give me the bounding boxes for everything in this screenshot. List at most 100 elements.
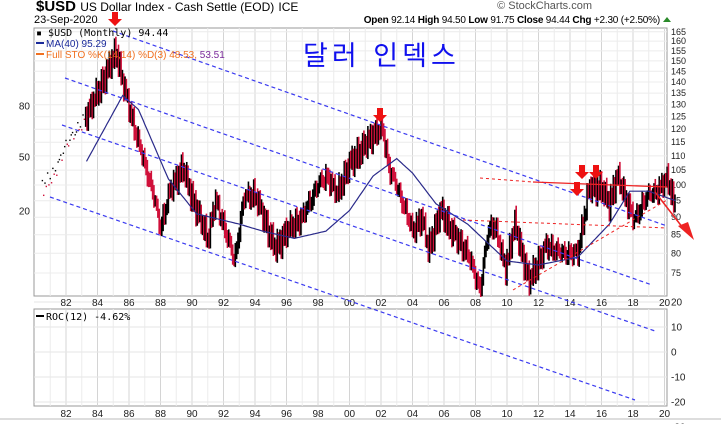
- price-dot: [48, 184, 50, 186]
- symbol-header: $USD US Dollar Index - Cash Settle (EOD)…: [36, 0, 298, 14]
- x-tick-label: 06: [438, 298, 450, 309]
- y-tick-label: 125: [671, 112, 686, 122]
- down-arrow-icon: [575, 165, 589, 179]
- roc-x-tick-label: 84: [92, 409, 104, 420]
- price-dot: [75, 131, 78, 133]
- forecast-arrowhead-icon: [678, 222, 694, 240]
- legend-roc-text: ROC(12) -4.62%: [46, 312, 131, 323]
- price-dot: [58, 158, 61, 161]
- price-bars: [41, 36, 676, 298]
- chart-date: 23-Sep-2020: [34, 14, 98, 26]
- price-dot: [67, 145, 70, 147]
- roc-tick-label: 0: [671, 348, 677, 359]
- left-tick-label: 20: [19, 207, 31, 218]
- roc-x-tick-label: 08: [470, 409, 482, 420]
- support-line-dashed: [462, 219, 668, 229]
- down-arrow-icon: [589, 165, 603, 179]
- x-tick-label: 86: [123, 298, 135, 309]
- price-dot: [82, 114, 84, 116]
- legend-sto-k: 48.53,: [169, 50, 197, 61]
- x-tick-label: 96: [281, 298, 293, 309]
- roc-x-tick-label: 12: [533, 409, 545, 420]
- left-tick-label: 50: [19, 153, 31, 164]
- price-dot: [79, 126, 82, 128]
- annotation-title: 달러 인덱스: [303, 41, 460, 72]
- x-tick-label: 12: [533, 298, 545, 309]
- y-tick-label: 120: [671, 124, 686, 134]
- price-dot: [66, 143, 69, 145]
- price-dot: [52, 167, 54, 170]
- low-value: 91.75: [490, 15, 515, 26]
- price-dot: [44, 182, 46, 184]
- price-dot: [57, 161, 59, 163]
- x-tick-label: 90: [186, 298, 198, 309]
- roc-x-tick-label: 04: [407, 409, 419, 420]
- roc-tick-label: -10: [671, 373, 686, 384]
- price-dot: [56, 174, 58, 176]
- price-dot: [50, 182, 53, 184]
- x-tick-label: 98: [312, 298, 324, 309]
- roc-tick-label: -20: [671, 398, 686, 409]
- ma-swatch: [36, 42, 44, 44]
- price-dot: [45, 185, 48, 188]
- legend-sto: Full STO %K(14,14) %D(3) 48.53, 53.51: [36, 50, 225, 61]
- price-dot: [69, 139, 71, 141]
- roc-x-tick-label: 94: [249, 409, 261, 420]
- roc-x-tick-label: 90: [186, 409, 198, 420]
- y-tick-label: 150: [671, 56, 686, 66]
- y-tick-label: 155: [671, 46, 686, 56]
- roc-x-tick-label: 20: [659, 409, 671, 420]
- x-tick-label: 92: [218, 298, 230, 309]
- close-label: Close: [516, 15, 544, 26]
- y-tick-label: 110: [671, 151, 685, 161]
- x-tick-label: 18: [627, 298, 639, 309]
- price-dot: [49, 177, 51, 180]
- y-tick-label: 80: [671, 248, 681, 258]
- price-dot: [74, 134, 76, 136]
- channel-line: [49, 196, 636, 401]
- channel-line: [64, 77, 653, 286]
- x-tick-label: 04: [407, 298, 419, 309]
- price-dot: [73, 138, 75, 140]
- roc-tick-label: -30: [671, 423, 686, 424]
- y-tick-label: 100: [671, 180, 686, 190]
- price-dot: [42, 194, 45, 197]
- resistance-line-dashed: [479, 177, 534, 183]
- legend-price: ▪ $USD (Monthly) 94.44: [36, 28, 169, 39]
- x-tick-label: 88: [155, 298, 167, 309]
- roc-swatch: [36, 315, 44, 317]
- left-tick-label: 80: [19, 102, 31, 113]
- price-dot: [61, 159, 63, 161]
- open-label: Open: [363, 15, 389, 26]
- y-tick-label: 165: [671, 27, 686, 37]
- roc-x-tick-label: 06: [438, 409, 450, 420]
- price-dot: [60, 154, 62, 156]
- roc-x-tick-label: 16: [596, 409, 608, 420]
- instrument-name: US Dollar Index - Cash Settle (EOD): [80, 0, 275, 14]
- ma-line: [85, 94, 676, 266]
- y-tick-label: 160: [671, 36, 686, 46]
- x-tick-label: 94: [249, 298, 261, 309]
- x-tick-label: 10: [501, 298, 513, 309]
- price-dot: [71, 131, 74, 134]
- open-value: 92.14: [391, 15, 416, 26]
- legend-roc: ROC(12) -4.62%: [36, 312, 130, 323]
- x-tick-label: 20: [659, 298, 671, 309]
- forecast-arrow-shaft: [654, 191, 684, 229]
- y-tick-label: 85: [671, 230, 681, 240]
- roc-x-tick-label: 82: [60, 409, 72, 420]
- x-tick-label: 16: [596, 298, 608, 309]
- roc-x-tick-label: 96: [281, 409, 293, 420]
- y-tick-label: 105: [671, 165, 686, 175]
- price-dot: [46, 172, 49, 174]
- roc-x-tick-label: 86: [123, 409, 135, 420]
- legend-ma: MA(40) 95.29: [36, 39, 225, 50]
- legend-ma-text: MA(40) 95.29: [46, 39, 107, 50]
- close-value: 94.44: [545, 15, 570, 26]
- price-dot: [65, 139, 67, 142]
- y-tick-label: 135: [671, 88, 686, 98]
- high-label: High: [417, 15, 440, 26]
- x-tick-label: 84: [92, 298, 104, 309]
- quote-summary: Open 92.14 High 94.50 Low 91.75 Close 94…: [364, 15, 671, 26]
